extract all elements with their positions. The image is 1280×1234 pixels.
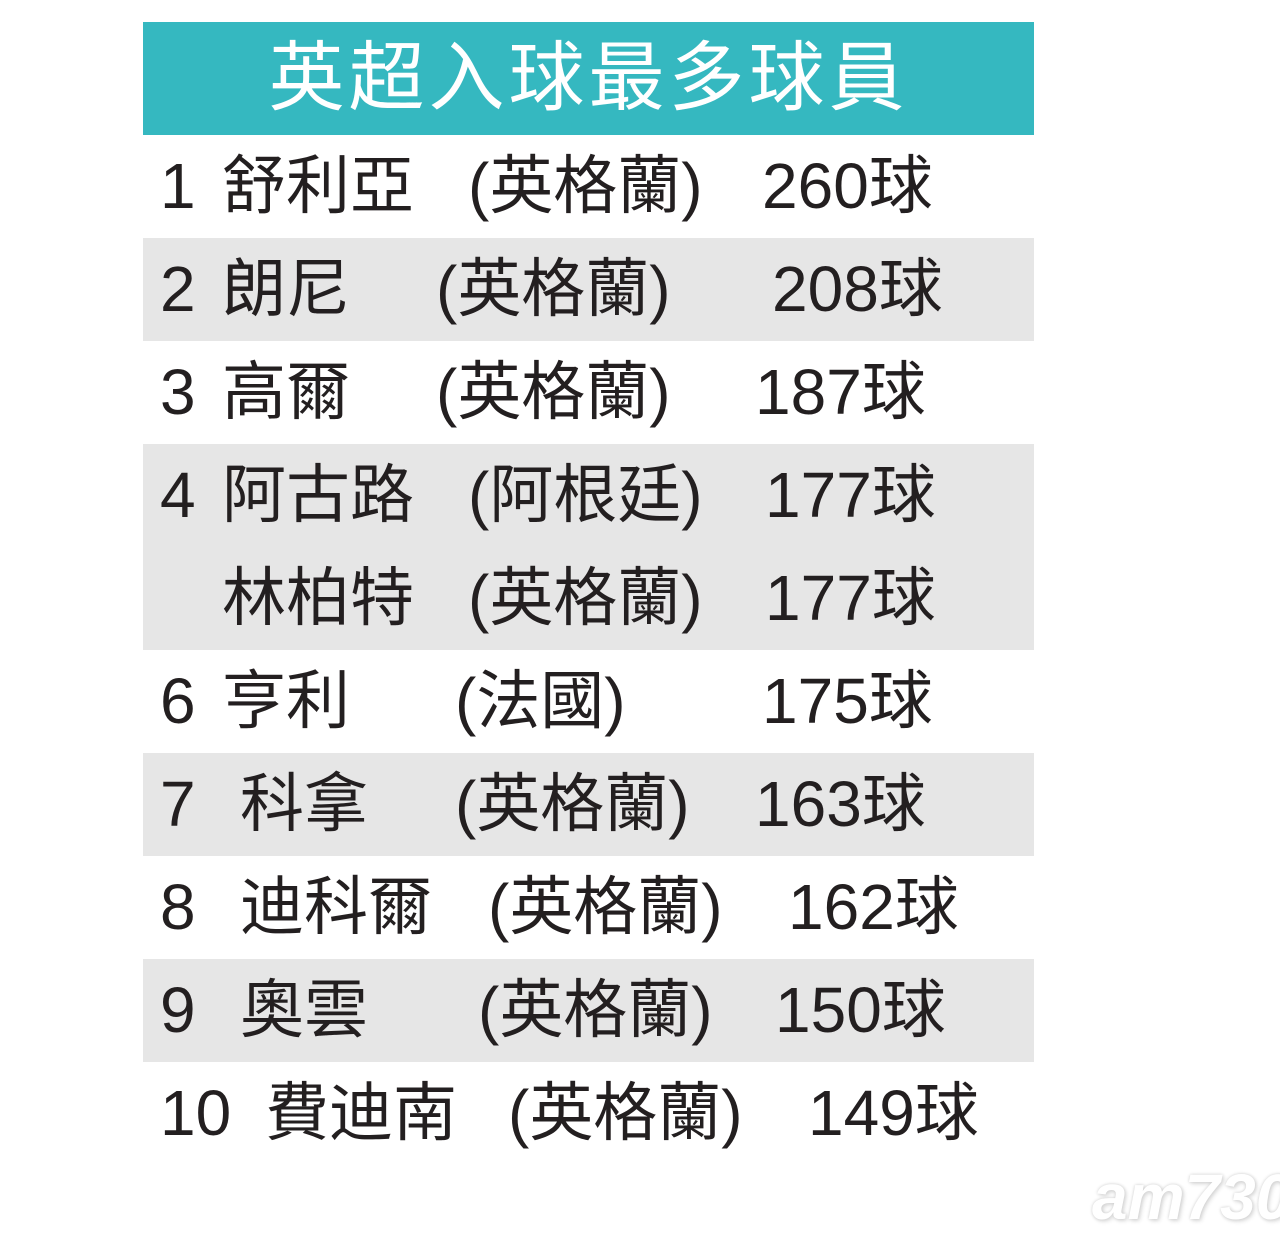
row-name: 朗尼 — [222, 253, 350, 325]
row-goals: 175球 — [762, 665, 933, 737]
row-name: 奧雲 — [240, 974, 368, 1046]
table-row: 3 高爾 (英格蘭) 187球 — [143, 341, 1034, 444]
table-row: 10 費迪南 (英格蘭) 149球 — [143, 1062, 1034, 1165]
row-goals: 187球 — [755, 356, 926, 428]
table-row: 林柏特 (英格蘭) 177球 — [143, 547, 1034, 650]
row-rank: 7 — [160, 768, 196, 840]
row-name: 費迪南 — [265, 1077, 457, 1149]
row-goals: 149球 — [808, 1077, 979, 1149]
table-row: 7 科拿 (英格蘭) 163球 — [143, 753, 1034, 856]
row-name: 舒利亞 — [222, 150, 414, 222]
row-name: 科拿 — [240, 768, 368, 840]
row-country: (英格蘭) — [508, 1077, 743, 1149]
row-country: (阿根廷) — [468, 459, 703, 531]
table-row: 1 舒利亞 (英格蘭) 260球 — [143, 135, 1034, 238]
watermark-logo: am730 — [1092, 1161, 1280, 1233]
row-rank: 1 — [160, 150, 196, 222]
row-goals: 162球 — [788, 871, 959, 943]
row-country: (英格蘭) — [468, 562, 703, 634]
row-name: 高爾 — [222, 356, 350, 428]
row-country: (英格蘭) — [436, 356, 671, 428]
table-row: 9 奧雲 (英格蘭) 150球 — [143, 959, 1034, 1062]
row-name: 阿古路 — [222, 459, 414, 531]
row-goals: 208球 — [772, 253, 943, 325]
row-goals: 177球 — [765, 562, 936, 634]
row-country: (英格蘭) — [468, 150, 703, 222]
row-country: (英格蘭) — [455, 768, 690, 840]
row-country: (英格蘭) — [436, 253, 671, 325]
table-row: 6 亨利 (法國) 175球 — [143, 650, 1034, 753]
row-rank: 9 — [160, 974, 196, 1046]
row-name: 亨利 — [222, 665, 350, 737]
table-row: 2 朗尼 (英格蘭) 208球 — [143, 238, 1034, 341]
row-goals: 260球 — [762, 150, 933, 222]
row-country: (法國) — [455, 665, 626, 737]
row-goals: 150球 — [775, 974, 946, 1046]
row-rank: 2 — [160, 253, 196, 325]
row-name: 迪科爾 — [240, 871, 432, 943]
table-row: 8 迪科爾 (英格蘭) 162球 — [143, 856, 1034, 959]
row-rank: 4 — [160, 459, 196, 531]
row-country: (英格蘭) — [488, 871, 723, 943]
table-title: 英超入球最多球員 — [143, 22, 1034, 135]
row-country: (英格蘭) — [478, 974, 713, 1046]
row-rank: 8 — [160, 871, 196, 943]
row-name: 林柏特 — [222, 562, 414, 634]
row-goals: 163球 — [755, 768, 926, 840]
row-rank: 10 — [160, 1077, 232, 1149]
table-row: 4 阿古路 (阿根廷) 177球 — [143, 444, 1034, 547]
row-rank: 3 — [160, 356, 196, 428]
row-rank: 6 — [160, 665, 196, 737]
row-goals: 177球 — [765, 459, 936, 531]
